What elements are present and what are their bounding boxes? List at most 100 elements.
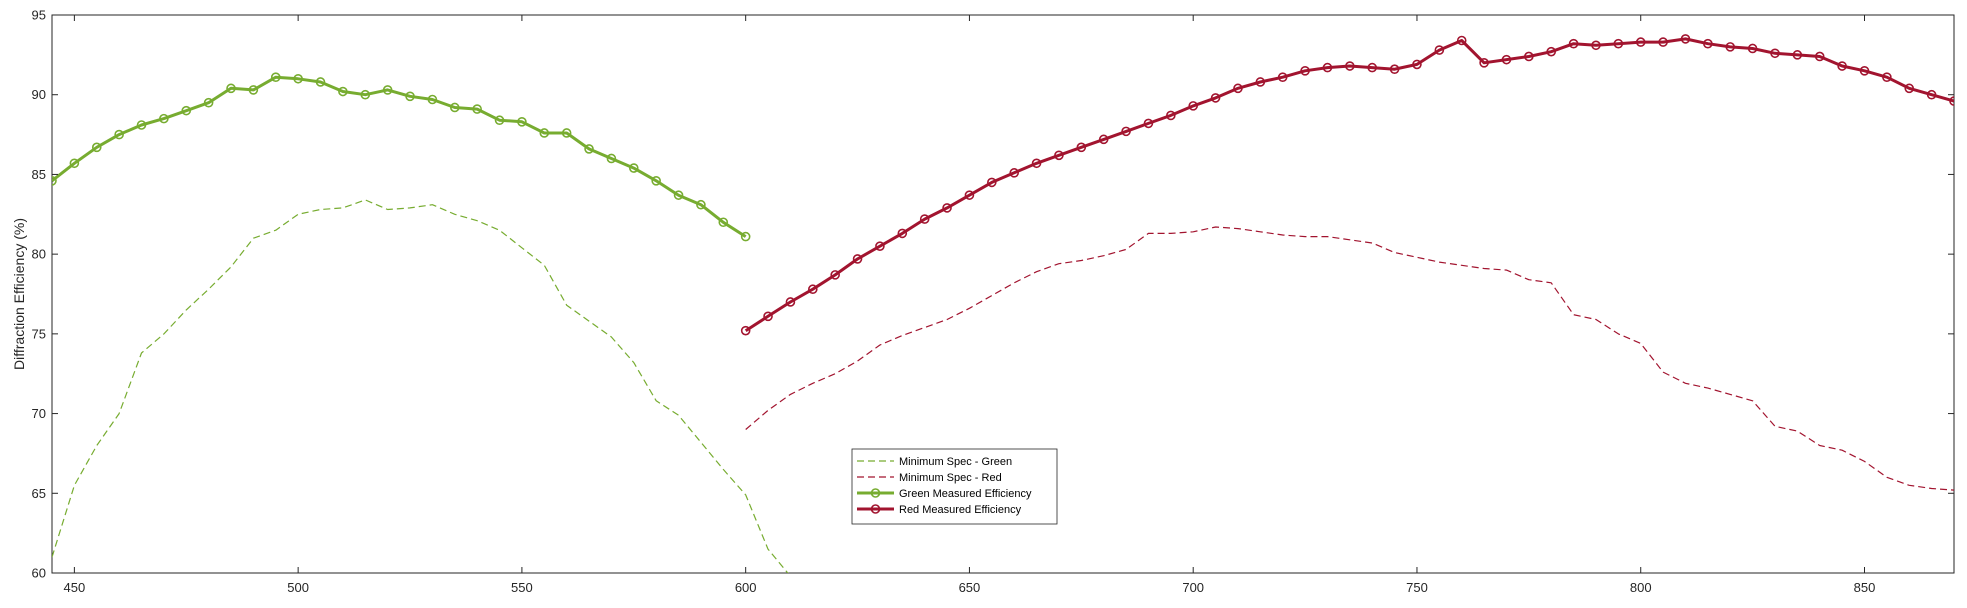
series-line-minimum-spec-green xyxy=(52,199,789,573)
data-point xyxy=(1747,43,1758,54)
data-point xyxy=(1658,37,1668,47)
data-point xyxy=(1546,46,1557,57)
data-point xyxy=(1770,48,1780,59)
data-point xyxy=(1479,58,1489,68)
data-point xyxy=(136,120,147,130)
data-point xyxy=(1345,61,1355,71)
data-point xyxy=(1434,45,1445,55)
data-point xyxy=(248,85,259,95)
data-point xyxy=(293,73,303,84)
data-point xyxy=(1635,37,1646,47)
data-point xyxy=(517,117,527,127)
x-tick-label: 550 xyxy=(511,580,533,595)
data-point xyxy=(226,83,236,94)
data-point xyxy=(987,177,997,188)
data-point xyxy=(405,91,415,102)
data-point xyxy=(1143,118,1154,129)
data-point xyxy=(1076,142,1087,153)
data-point xyxy=(1904,83,1915,94)
legend-box xyxy=(851,448,1058,525)
data-point xyxy=(315,77,326,87)
data-point xyxy=(628,163,639,173)
data-point xyxy=(1568,38,1579,49)
x-tick-label: 600 xyxy=(735,580,757,595)
data-point xyxy=(1367,62,1378,73)
data-point xyxy=(1456,35,1467,46)
data-point xyxy=(1255,77,1266,87)
data-point xyxy=(584,144,594,154)
data-point xyxy=(1233,83,1243,94)
data-point xyxy=(1792,50,1803,60)
data-point xyxy=(964,190,975,200)
data-point xyxy=(1591,40,1601,51)
y-tick-label: 70 xyxy=(32,406,46,421)
legend-label: Minimum Spec - Red xyxy=(899,472,1002,484)
data-point xyxy=(69,158,80,169)
data-point xyxy=(740,231,751,242)
data-point xyxy=(472,104,482,114)
data-point xyxy=(807,284,818,295)
series-red-measured-efficiency xyxy=(740,34,1954,336)
x-tick-label: 750 xyxy=(1406,580,1428,595)
data-point xyxy=(270,72,281,82)
data-point xyxy=(696,199,706,210)
series-green-measured-efficiency xyxy=(52,72,751,242)
x-tick-label: 450 xyxy=(64,580,86,595)
data-point xyxy=(1814,51,1825,62)
legend-marker xyxy=(870,504,881,514)
legend-label: Green Measured Efficiency xyxy=(899,488,1032,500)
data-point xyxy=(1389,64,1400,75)
data-point xyxy=(1210,93,1221,103)
data-point xyxy=(830,270,840,280)
data-point xyxy=(494,115,505,126)
y-tick-label: 60 xyxy=(32,566,46,581)
legend-item-red-measured-efficiency: Red Measured Efficiency xyxy=(857,504,1022,516)
series-line-red-measured-efficiency xyxy=(744,37,1954,332)
data-point xyxy=(1277,72,1288,82)
data-point xyxy=(1098,134,1109,145)
data-point xyxy=(718,217,729,228)
data-point xyxy=(1501,54,1512,65)
data-point xyxy=(942,203,952,213)
data-point xyxy=(338,86,348,97)
data-point xyxy=(1300,66,1310,76)
legend-item-minimum-spec-red: Minimum Spec - Red xyxy=(857,472,1002,484)
y-tick-label: 90 xyxy=(32,87,46,102)
data-point xyxy=(1322,62,1333,73)
data-point xyxy=(159,113,169,124)
data-point xyxy=(1412,59,1422,70)
data-point xyxy=(606,153,617,164)
x-tick-label: 850 xyxy=(1854,580,1876,595)
data-point xyxy=(1926,89,1937,100)
y-tick-label: 85 xyxy=(32,167,46,182)
x-tick-label: 700 xyxy=(1182,580,1204,595)
data-point xyxy=(1188,101,1198,111)
data-point xyxy=(360,89,371,100)
data-point xyxy=(740,325,751,336)
data-point xyxy=(1725,42,1736,52)
data-point xyxy=(1949,96,1954,106)
y-tick-label: 65 xyxy=(32,486,46,501)
x-tick-label: 800 xyxy=(1630,580,1652,595)
legend-item-green-measured-efficiency: Green Measured Efficiency xyxy=(857,488,1032,500)
series-line-minimum-spec-red xyxy=(745,226,1954,491)
series-layer xyxy=(52,34,1954,573)
data-point xyxy=(203,97,214,108)
x-tick-label: 500 xyxy=(287,580,309,595)
axis-ticks: 450 500 550 600 650 700 750 800 850 60 65 70 75 80 85 9… xyxy=(32,8,1954,595)
legend-item-minimum-spec-green: Minimum Spec - Green xyxy=(857,456,1012,468)
data-point xyxy=(673,190,684,200)
legend: Minimum Spec - Green Minimum Spec - Red Gr… xyxy=(851,448,1058,525)
y-tick-label: 95 xyxy=(32,8,46,23)
series-minimum-spec-green xyxy=(52,199,789,573)
y-axis-label: Diffraction Efficiency (%) xyxy=(11,218,27,370)
series-minimum-spec-red xyxy=(745,226,1954,491)
data-point xyxy=(181,105,192,116)
y-tick-label: 80 xyxy=(32,247,46,262)
legend-label: Red Measured Efficiency xyxy=(899,504,1022,516)
data-point xyxy=(897,228,908,239)
legend-label: Minimum Spec - Green xyxy=(899,456,1012,468)
data-point xyxy=(449,102,460,113)
data-point xyxy=(1882,72,1892,82)
